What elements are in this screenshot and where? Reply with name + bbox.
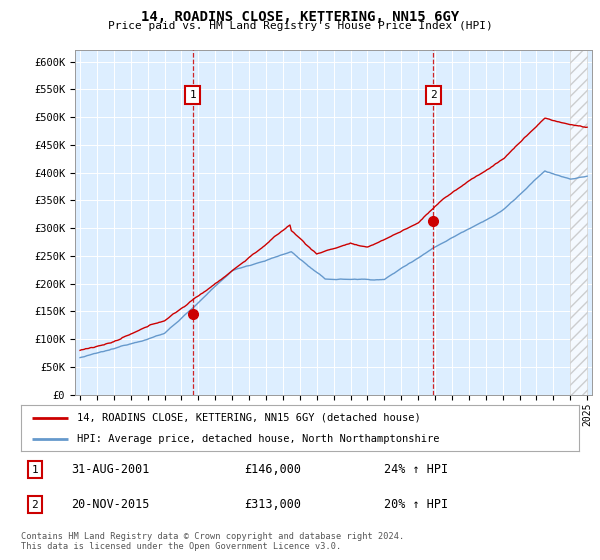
Text: £146,000: £146,000 — [244, 463, 301, 476]
Text: 2: 2 — [430, 90, 437, 100]
Text: 14, ROADINS CLOSE, KETTERING, NN15 6GY (detached house): 14, ROADINS CLOSE, KETTERING, NN15 6GY (… — [77, 413, 421, 423]
Text: Contains HM Land Registry data © Crown copyright and database right 2024.
This d: Contains HM Land Registry data © Crown c… — [21, 532, 404, 552]
Text: HPI: Average price, detached house, North Northamptonshire: HPI: Average price, detached house, Nort… — [77, 435, 439, 444]
Text: 1: 1 — [190, 90, 196, 100]
Text: 20-NOV-2015: 20-NOV-2015 — [71, 498, 149, 511]
Text: 14, ROADINS CLOSE, KETTERING, NN15 6GY: 14, ROADINS CLOSE, KETTERING, NN15 6GY — [141, 10, 459, 24]
Text: 31-AUG-2001: 31-AUG-2001 — [71, 463, 149, 476]
Text: £313,000: £313,000 — [244, 498, 301, 511]
Text: 2: 2 — [32, 500, 38, 510]
Text: 20% ↑ HPI: 20% ↑ HPI — [384, 498, 448, 511]
Text: 1: 1 — [32, 465, 38, 475]
Text: Price paid vs. HM Land Registry's House Price Index (HPI): Price paid vs. HM Land Registry's House … — [107, 21, 493, 31]
Text: 24% ↑ HPI: 24% ↑ HPI — [384, 463, 448, 476]
